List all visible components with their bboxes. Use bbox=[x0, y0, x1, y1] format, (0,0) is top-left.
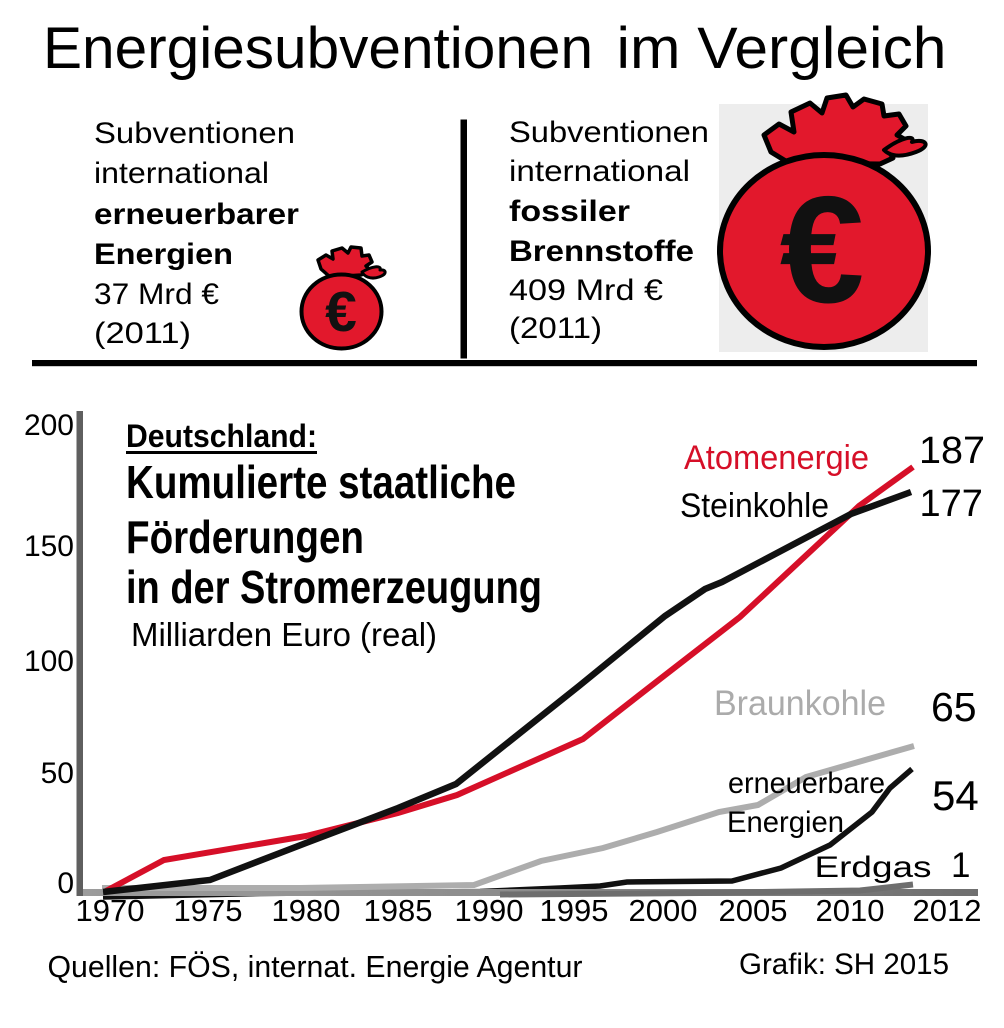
svg-text:Energien: Energien bbox=[94, 238, 233, 271]
svg-text:im Vergleich: im Vergleich bbox=[617, 16, 947, 81]
svg-text:1985: 1985 bbox=[364, 893, 433, 928]
svg-text:1975: 1975 bbox=[174, 893, 243, 928]
svg-text:erneuerbare: erneuerbare bbox=[728, 767, 885, 800]
svg-text:50: 50 bbox=[41, 757, 74, 790]
svg-text:international: international bbox=[94, 157, 269, 190]
svg-text:1: 1 bbox=[951, 846, 970, 885]
svg-text:Energien: Energien bbox=[727, 806, 844, 839]
svg-text:Subventionen: Subventionen bbox=[509, 116, 709, 149]
svg-text:2005: 2005 bbox=[719, 893, 788, 928]
svg-text:1995: 1995 bbox=[540, 893, 609, 928]
svg-text:409 Mrd €: 409 Mrd € bbox=[509, 274, 663, 307]
svg-text:2000: 2000 bbox=[629, 893, 698, 928]
svg-text:1980: 1980 bbox=[272, 893, 341, 928]
svg-text:Steinkohle: Steinkohle bbox=[680, 487, 829, 525]
svg-text:fossiler: fossiler bbox=[509, 195, 630, 228]
svg-text:2012: 2012 bbox=[913, 893, 982, 928]
svg-text:(2011): (2011) bbox=[94, 317, 191, 350]
svg-text:€: € bbox=[780, 165, 865, 335]
svg-text:150: 150 bbox=[24, 530, 74, 563]
svg-text:€: € bbox=[325, 280, 357, 344]
svg-text:erneuerbarer: erneuerbarer bbox=[94, 198, 299, 231]
svg-text:in der Stromerzeugung: in der Stromerzeugung bbox=[126, 561, 542, 613]
svg-text:Kumulierte staatliche: Kumulierte staatliche bbox=[126, 456, 516, 508]
svg-text:187: 187 bbox=[919, 430, 985, 472]
svg-text:Grafik: SH 2015: Grafik: SH 2015 bbox=[739, 948, 949, 981]
svg-text:54: 54 bbox=[932, 772, 979, 819]
svg-text:65: 65 bbox=[931, 684, 977, 730]
svg-text:37 Mrd €: 37 Mrd € bbox=[94, 278, 219, 311]
svg-text:Energiesubventionen: Energiesubventionen bbox=[43, 16, 593, 81]
svg-text:Förderungen: Förderungen bbox=[126, 511, 364, 563]
svg-text:international: international bbox=[509, 155, 690, 188]
svg-text:1990: 1990 bbox=[455, 893, 524, 928]
svg-text:Atomenergie: Atomenergie bbox=[684, 439, 869, 477]
svg-text:Quellen: FÖS, internat. Energi: Quellen: FÖS, internat. Energie Agentur bbox=[48, 949, 583, 984]
svg-text:0: 0 bbox=[57, 867, 74, 900]
svg-text:Deutschland:: Deutschland: bbox=[126, 418, 317, 454]
svg-text:177: 177 bbox=[920, 483, 983, 525]
svg-text:Milliarden Euro (real): Milliarden Euro (real) bbox=[131, 616, 437, 653]
svg-text:(2011): (2011) bbox=[509, 312, 602, 345]
svg-text:Erdgas: Erdgas bbox=[815, 851, 932, 884]
svg-text:100: 100 bbox=[24, 645, 74, 678]
svg-text:Brennstoffe: Brennstoffe bbox=[509, 235, 694, 268]
svg-text:Subventionen: Subventionen bbox=[94, 117, 295, 150]
svg-text:2010: 2010 bbox=[816, 893, 885, 928]
svg-text:200: 200 bbox=[24, 409, 74, 442]
svg-text:Braunkohle: Braunkohle bbox=[714, 684, 886, 723]
